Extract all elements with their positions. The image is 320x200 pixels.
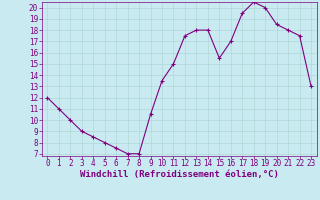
X-axis label: Windchill (Refroidissement éolien,°C): Windchill (Refroidissement éolien,°C) xyxy=(80,170,279,179)
